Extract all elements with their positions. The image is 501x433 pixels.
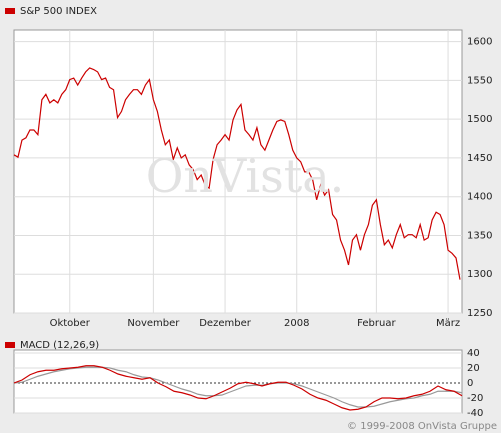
y-tick-label: 40 [467, 348, 480, 359]
x-tick-label: März [436, 318, 460, 329]
x-tick-label: 2008 [284, 318, 309, 329]
legend-label: MACD (12,26,9) [20, 340, 99, 351]
x-tick-label: Oktober [50, 318, 91, 329]
y-tick-label: 1250 [467, 308, 492, 319]
series-line [13, 366, 463, 408]
x-tick-label: Februar [357, 318, 396, 329]
y-tick-label: 1550 [467, 75, 492, 86]
x-tick-label: Dezember [199, 318, 251, 329]
y-tick-label: 20 [467, 363, 480, 374]
y-tick-label: 0 [467, 378, 473, 389]
y-tick-label: 1500 [467, 114, 492, 125]
watermark: OnVista. [146, 149, 345, 203]
y-tick-label: 1450 [467, 153, 492, 164]
legend-swatch [5, 8, 15, 14]
series-line [13, 67, 461, 280]
y-tick-label: 1400 [467, 192, 492, 203]
main-plot [13, 29, 463, 314]
macd-plot [13, 349, 463, 414]
y-tick-label: 1600 [467, 37, 492, 48]
y-tick-label: -20 [467, 393, 483, 404]
series-line [13, 365, 463, 411]
legend-label: S&P 500 INDEX [20, 6, 97, 17]
legend-swatch [5, 342, 15, 348]
footer: © 1999-2008 OnVista Gruppe [347, 421, 497, 432]
y-tick-label: 1350 [467, 230, 492, 241]
y-tick-label: -40 [467, 408, 483, 419]
y-tick-label: 1300 [467, 269, 492, 280]
x-tick-label: November [127, 318, 180, 329]
